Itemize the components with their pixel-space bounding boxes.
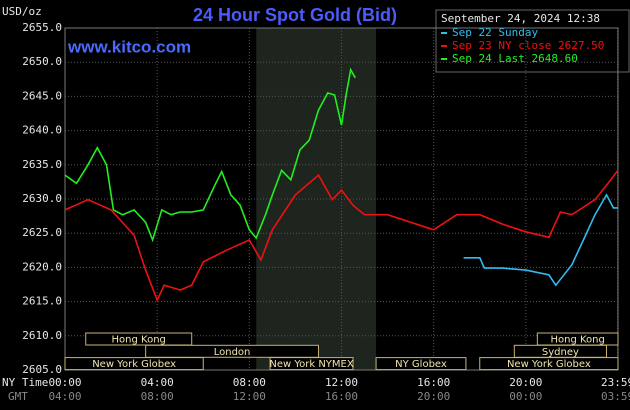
y-tick-label: 2655.0	[22, 21, 62, 34]
x-tick-label-gmt: 20:00	[417, 390, 450, 403]
session-bar	[64, 357, 204, 371]
y-tick-label: 2635.0	[22, 158, 62, 171]
session-label: Sydney	[542, 347, 579, 358]
x-tick-label-gmt: 04:00	[48, 390, 81, 403]
line	[64, 67, 356, 243]
y-tick-label: 2645.0	[22, 89, 62, 102]
highlight-region	[256, 28, 377, 370]
line	[64, 169, 619, 303]
session-label: Hong Kong	[550, 335, 604, 346]
legend-label: Sep 22 Sunday	[452, 26, 538, 39]
x-tick-label: 04:00	[141, 376, 174, 389]
session-label: Hong Kong	[112, 335, 166, 346]
session-bar	[85, 332, 193, 346]
legend-box	[435, 9, 630, 73]
y-tick-label: 2620.0	[22, 260, 62, 273]
y-tick-label: 2615.0	[22, 295, 62, 308]
line	[463, 193, 618, 287]
x-tick-label: 08:00	[233, 376, 266, 389]
y-tick-label: 2610.0	[22, 329, 62, 342]
y-tick-label: 2630.0	[22, 192, 62, 205]
legend-label: Sep 24 Last 2648.60	[452, 52, 578, 65]
legend-label: Sep 23 NY close 2627.50	[452, 39, 604, 52]
session-bar	[145, 344, 319, 358]
session-label: New York Globex	[92, 359, 176, 370]
session-bar	[479, 357, 619, 371]
x-tick-label-gmt: 16:00	[325, 390, 358, 403]
session-label: London	[214, 347, 251, 358]
session-label: New York NYMEX	[269, 359, 354, 370]
y-axis-label: USD/oz	[2, 5, 42, 18]
session-bar	[269, 357, 354, 371]
x-tick-label-gmt: 00:00	[509, 390, 542, 403]
x-tick-label: 20:00	[509, 376, 542, 389]
timestamp: September 24, 2024 12:38	[441, 12, 600, 25]
session-label: NY Globex	[395, 359, 447, 370]
x-tick-label-gmt: 03:59	[601, 390, 630, 403]
x-tick-label-gmt: 12:00	[233, 390, 266, 403]
session-label: New York Globex	[507, 359, 591, 370]
y-tick-label: 2625.0	[22, 226, 62, 239]
y-tick-label: 2605.0	[22, 363, 62, 376]
x-tick-label: 12:00	[325, 376, 358, 389]
y-tick-label: 2650.0	[22, 55, 62, 68]
x-tick-label: 00:00	[48, 376, 81, 389]
x-tick-label: 16:00	[417, 376, 450, 389]
x-row-label: GMT	[8, 390, 28, 403]
x-tick-label: 23:59	[601, 376, 630, 389]
session-bar	[375, 357, 467, 371]
chart-title: 24 Hour Spot Gold (Bid)	[193, 5, 397, 25]
x-tick-label-gmt: 08:00	[141, 390, 174, 403]
y-tick-label: 2640.0	[22, 124, 62, 137]
site-label: www.kitco.com	[67, 37, 191, 56]
x-row-label: NY Time	[2, 376, 48, 389]
